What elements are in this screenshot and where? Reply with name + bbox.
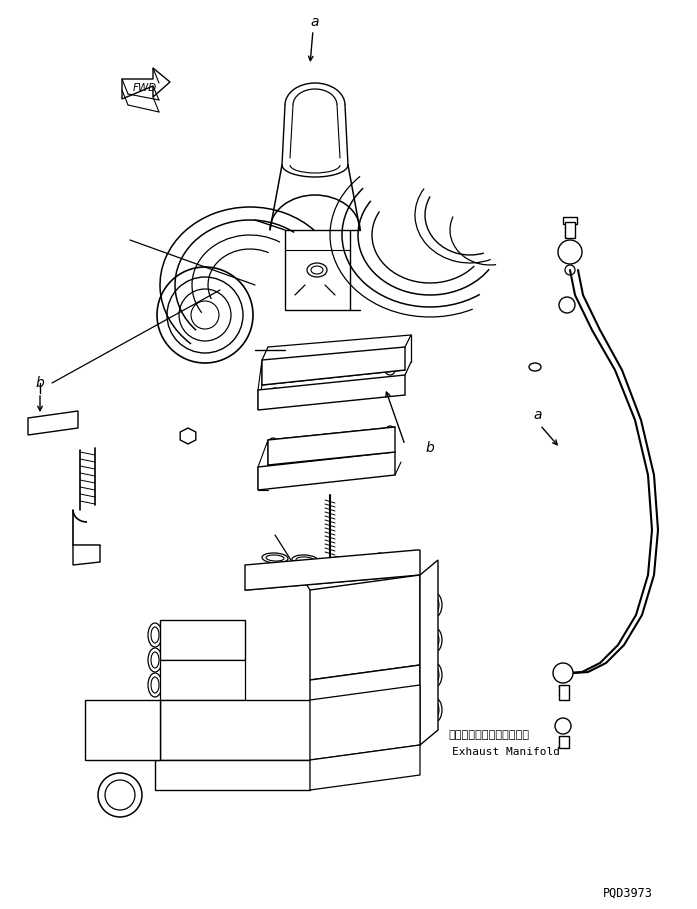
Text: b: b [36,376,45,390]
Circle shape [559,297,575,313]
Polygon shape [268,427,395,465]
Text: FWD: FWD [133,83,158,93]
Polygon shape [310,665,420,760]
Ellipse shape [529,363,541,371]
Polygon shape [565,222,575,238]
Circle shape [553,663,573,683]
Polygon shape [160,620,245,660]
Polygon shape [310,745,420,790]
Text: b: b [426,441,434,455]
Polygon shape [559,736,569,748]
Text: a: a [311,15,319,29]
Text: エキゾーストマニホールド: エキゾーストマニホールド [448,730,529,740]
Polygon shape [258,452,395,490]
Polygon shape [28,411,78,435]
Text: Exhaust Manifold: Exhaust Manifold [452,747,560,757]
Polygon shape [258,375,405,410]
Polygon shape [160,660,245,700]
Polygon shape [563,217,577,224]
Polygon shape [181,428,196,444]
Polygon shape [85,700,160,760]
Text: a: a [534,408,542,422]
Polygon shape [155,760,310,790]
Polygon shape [160,700,310,760]
Polygon shape [420,560,438,745]
Polygon shape [73,545,100,565]
Polygon shape [262,347,405,385]
Polygon shape [310,685,420,760]
Polygon shape [245,550,420,590]
Polygon shape [559,685,569,700]
Circle shape [555,718,571,734]
Polygon shape [310,575,420,680]
Circle shape [558,240,582,264]
Text: PQD3973: PQD3973 [603,886,653,900]
